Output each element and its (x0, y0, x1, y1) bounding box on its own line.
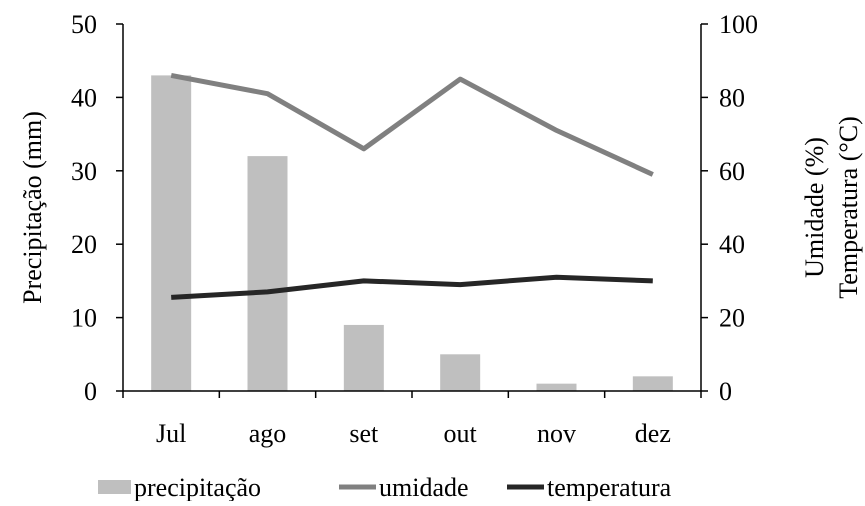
x-tick-label-out: out (444, 419, 478, 448)
y-tick-label: 50 (71, 10, 97, 39)
y2-axis-title-humidity: Umidade (%) (800, 137, 829, 278)
x-tick-label-dez: dez (635, 419, 671, 448)
y2-tick-label: 80 (719, 83, 745, 112)
y2-tick-label: 100 (719, 10, 758, 39)
line-temperatura (171, 274, 653, 300)
legend: precipitação umidade temperatura (98, 473, 672, 502)
y2-tick-label: 0 (719, 377, 732, 406)
y2-axis-title-temperature: Temperatura (°C) (834, 116, 863, 299)
y-tick-label: 40 (71, 83, 97, 112)
lines-layer (170, 72, 654, 300)
bar-precipitacao-ago (247, 156, 288, 391)
y2-tick-label: 40 (719, 230, 745, 259)
bar-precipitacao-nov (536, 383, 577, 391)
ticks-layer: 0 10 20 30 40 50 0 20 40 60 80 100 Jul ago set out nov de… (71, 10, 758, 448)
legend-label-umidade: umidade (379, 473, 469, 501)
bar-precipitacao-dez (632, 376, 673, 391)
x-tick-label-ago: ago (249, 419, 287, 448)
bar-precipitacao-out (440, 354, 481, 391)
y-tick-label: 10 (71, 304, 97, 333)
axes-layer (122, 24, 702, 392)
x-tick-label-set: set (349, 419, 379, 448)
y2-tick-label: 60 (719, 157, 745, 186)
y2-tick-label: 20 (719, 304, 745, 333)
y-tick-label: 30 (71, 157, 97, 186)
y-tick-label: 0 (84, 377, 97, 406)
y-tick-label: 20 (71, 230, 97, 259)
y-axis-title: Precipitação (mm) (18, 111, 47, 304)
bars-layer (151, 75, 673, 391)
legend-label-temperatura: temperatura (547, 473, 672, 501)
x-tick-label-jul: Jul (156, 419, 186, 448)
legend-swatch-precipitacao (98, 480, 131, 494)
bar-precipitacao-set (343, 324, 384, 391)
line-umidade (170, 72, 654, 177)
legend-label-precipitacao: precipitação (134, 473, 261, 501)
bar-precipitacao-jul (151, 75, 192, 391)
x-tick-label-nov: nov (537, 419, 576, 448)
